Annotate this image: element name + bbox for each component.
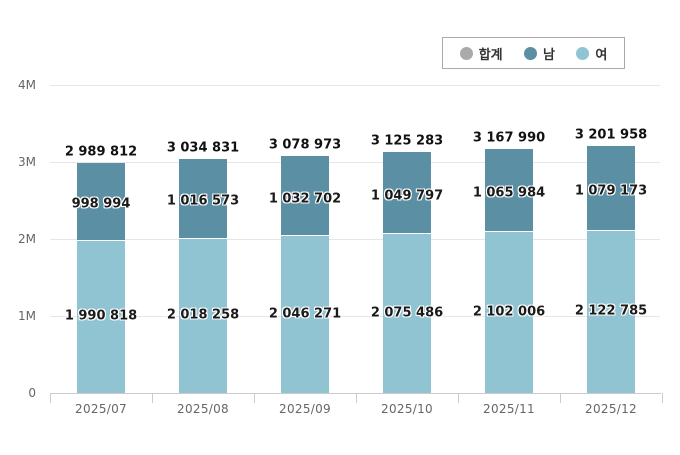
data-label-total: 3 167 990 [472, 130, 546, 146]
data-label-total: 2 989 812 [64, 144, 138, 160]
x-tick-label: 2025/08 [177, 402, 229, 416]
data-label-male: 1 049 797 [370, 188, 444, 204]
x-tick-mark [560, 393, 561, 403]
y-tick-label: 3M [18, 155, 36, 169]
x-tick-label: 2025/07 [75, 402, 127, 416]
legend-dot-icon [523, 46, 537, 60]
x-tick-label: 2025/11 [483, 402, 535, 416]
bar-segment-male[interactable] [281, 155, 329, 236]
bar-segment-female[interactable] [77, 239, 125, 393]
data-label-female: 1 990 818 [64, 308, 138, 324]
bar-segment-male[interactable] [77, 162, 125, 240]
bar-stack[interactable] [77, 162, 125, 393]
bar-stack[interactable] [281, 155, 329, 393]
data-label-total: 3 201 958 [574, 127, 648, 143]
bar-segment-female[interactable] [281, 235, 329, 393]
data-label-female: 2 102 006 [472, 304, 546, 320]
bar-stack[interactable] [587, 146, 635, 393]
legend-label: 남 [542, 47, 555, 63]
legend-dot-icon [576, 46, 590, 60]
data-label-male: 1 065 984 [472, 185, 546, 201]
data-label-female: 2 075 486 [370, 305, 444, 321]
data-label-female: 2 046 271 [268, 306, 342, 322]
y-tick-label: 0 [28, 386, 36, 400]
x-tick-mark [254, 393, 255, 403]
y-tick-label: 4M [18, 78, 36, 92]
x-axis-line [50, 393, 661, 394]
chart-legend: 합계 남 여 [442, 37, 625, 69]
data-label-female: 2 018 258 [166, 307, 240, 323]
legend-item-male[interactable]: 남 [523, 44, 555, 63]
bar-stack[interactable] [179, 159, 227, 393]
bar-stack[interactable] [485, 149, 533, 393]
bar-segment-female[interactable] [179, 237, 227, 393]
x-tick-label: 2025/12 [585, 402, 637, 416]
bar-segment-female[interactable] [485, 231, 533, 393]
bar-segment-female[interactable] [587, 229, 635, 393]
data-label-total: 3 125 283 [370, 133, 444, 149]
gridline [50, 316, 660, 317]
x-tick-mark [662, 393, 663, 403]
x-tick-mark [356, 393, 357, 403]
data-label-male: 1 032 702 [268, 191, 342, 207]
bar-segment-male[interactable] [179, 159, 227, 238]
bar-segment-male[interactable] [587, 146, 635, 230]
bar-segment-female[interactable] [383, 233, 431, 393]
legend-item-female[interactable]: 여 [576, 44, 607, 63]
data-label-total: 3 034 831 [166, 140, 240, 156]
y-tick-label: 2M [18, 232, 36, 246]
x-tick-label: 2025/10 [381, 402, 433, 416]
x-tick-mark [50, 393, 51, 403]
bar-segment-male[interactable] [383, 152, 431, 234]
legend-item-total[interactable]: 합계 [459, 44, 503, 63]
legend-label: 합계 [478, 47, 503, 63]
data-label-total: 3 078 973 [268, 137, 342, 153]
gridline [50, 162, 660, 163]
x-tick-label: 2025/09 [279, 402, 331, 416]
x-tick-mark [458, 393, 459, 403]
data-label-male: 1 016 573 [166, 193, 240, 209]
data-label-male: 998 994 [71, 196, 131, 212]
legend-label: 여 [595, 47, 608, 63]
gridline [50, 85, 660, 86]
data-label-male: 1 079 173 [574, 183, 648, 199]
gridline [50, 239, 660, 240]
bar-segment-male[interactable] [485, 149, 533, 232]
bar-stack[interactable] [383, 152, 431, 393]
legend-dot-icon [459, 46, 473, 60]
data-label-female: 2 122 785 [574, 303, 648, 319]
y-tick-label: 1M [18, 309, 36, 323]
x-tick-mark [152, 393, 153, 403]
